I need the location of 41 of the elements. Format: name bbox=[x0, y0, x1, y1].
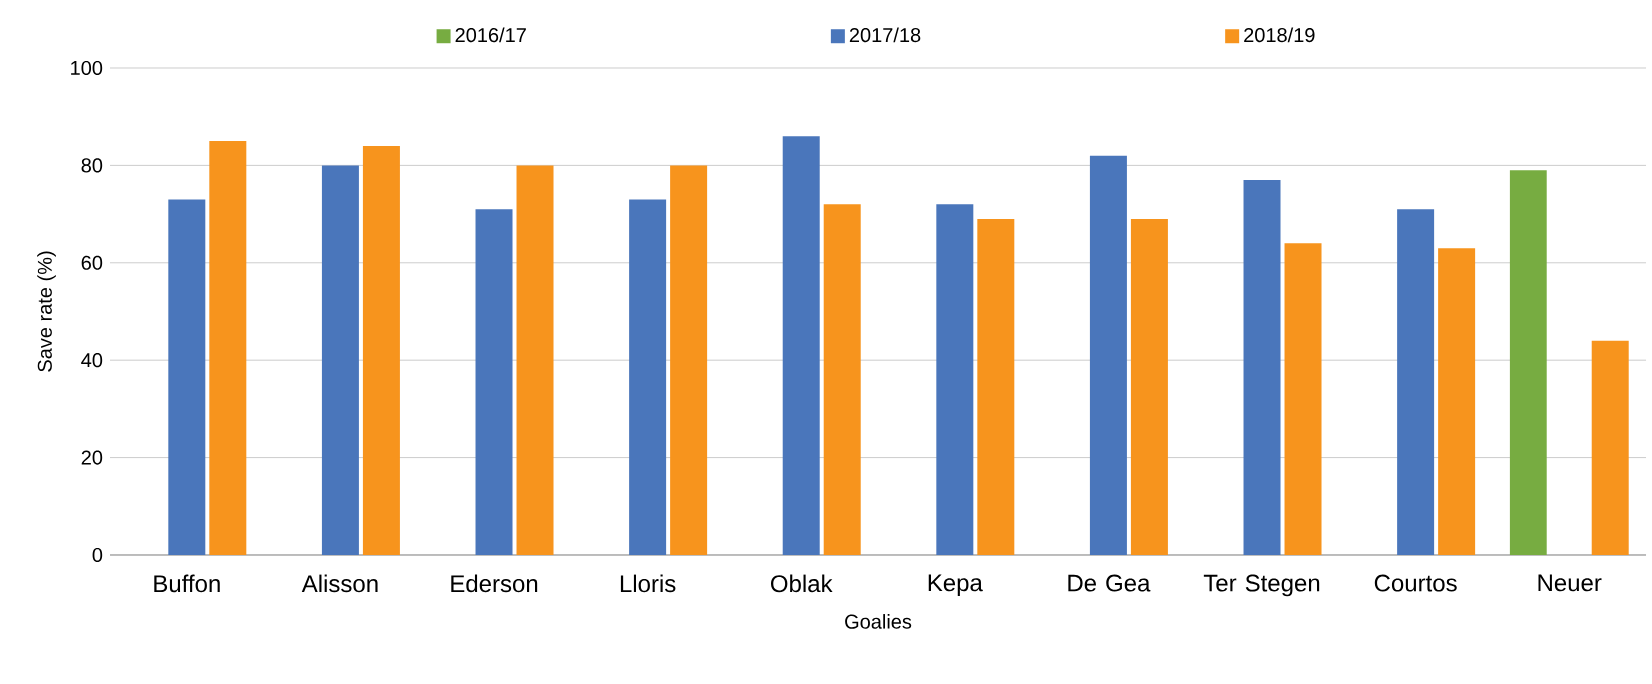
bar bbox=[516, 165, 554, 555]
x-tick-label: Ter Stegen bbox=[1203, 574, 1320, 597]
x-tick-label: Oblak bbox=[771, 574, 833, 593]
bar bbox=[209, 141, 247, 555]
bar bbox=[1130, 218, 1168, 555]
bar bbox=[670, 165, 708, 555]
y-tick-label: 80 bbox=[81, 158, 103, 173]
bar bbox=[977, 218, 1015, 555]
bar bbox=[321, 165, 359, 555]
x-tick-label: Courtos bbox=[1374, 574, 1457, 592]
y-axis-title: Save rate (%) bbox=[37, 251, 56, 372]
x-tick-label: De Gea bbox=[1068, 574, 1151, 592]
x-axis-title: Goalies bbox=[845, 614, 912, 629]
legend-label: 2018/19 bbox=[1244, 27, 1315, 43]
legend-label: 2017/18 bbox=[849, 27, 921, 43]
bar bbox=[1284, 243, 1322, 555]
x-tick-label: Alisson bbox=[301, 574, 378, 593]
x-tick-label: Buffon bbox=[154, 574, 220, 593]
bar bbox=[475, 209, 513, 555]
bar bbox=[1438, 248, 1476, 555]
x-tick-label: Neuer bbox=[1538, 574, 1602, 592]
x-tick-label: Kepa bbox=[928, 574, 983, 597]
bar bbox=[1243, 180, 1281, 555]
bar bbox=[168, 199, 206, 555]
bar bbox=[936, 204, 974, 555]
x-tick-label: Ederson bbox=[451, 574, 538, 593]
y-tick-label: 0 bbox=[92, 547, 103, 563]
bar bbox=[362, 145, 400, 555]
bar bbox=[1089, 155, 1127, 555]
legend-label: 2016/17 bbox=[455, 27, 526, 43]
y-tick-label: 20 bbox=[81, 450, 103, 465]
bar bbox=[629, 199, 667, 555]
bar bbox=[782, 136, 820, 555]
y-tick-label: 100 bbox=[71, 60, 103, 76]
x-tick-label: Lloris bbox=[620, 574, 676, 593]
y-tick-label: 60 bbox=[81, 255, 103, 270]
bar bbox=[1397, 209, 1435, 555]
bar bbox=[823, 204, 861, 555]
y-tick-label: 40 bbox=[81, 353, 103, 368]
bar bbox=[1591, 340, 1629, 555]
bar bbox=[1509, 170, 1547, 555]
